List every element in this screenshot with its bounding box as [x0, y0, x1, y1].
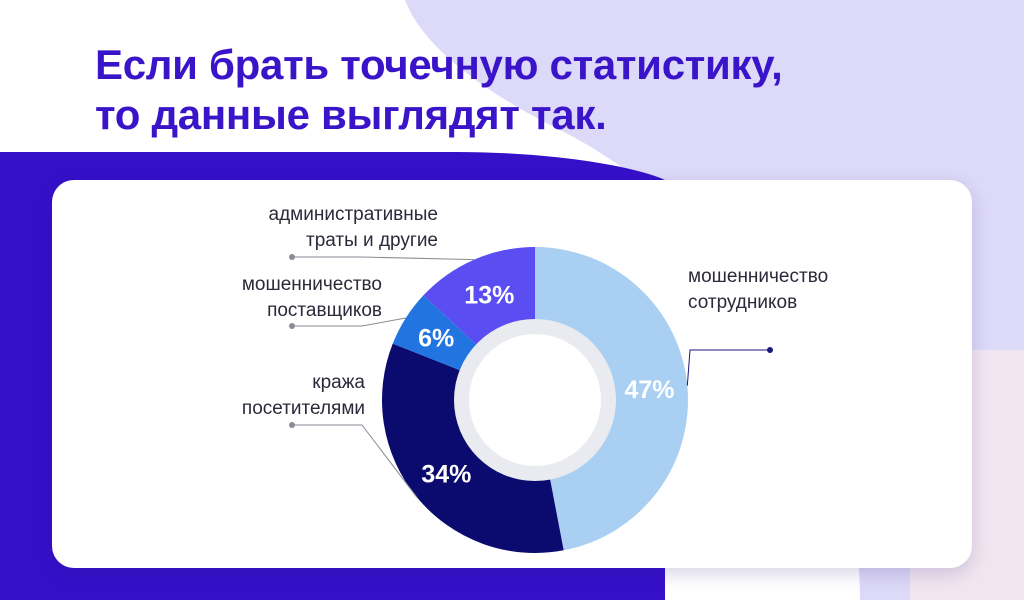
category-callouts: мошенничество сотрудников кража посетителям…: [242, 204, 828, 498]
slice-value-labels: 47% 34% 6% 13%: [418, 281, 674, 488]
donut-hole: [469, 334, 601, 466]
leader-dot-visitor-theft: [289, 422, 295, 428]
leader-line-employee-fraud: [686, 349, 770, 386]
slice-visitor-theft-value-label: 34%: [421, 460, 471, 488]
leader-dot-admin-other: [289, 254, 295, 260]
slice-employee-fraud: [535, 247, 689, 551]
leader-line-visitor-theft: [292, 424, 418, 498]
donut-slices: [381, 247, 689, 553]
page-title: Если брать точечную статистику, то данны…: [95, 40, 783, 140]
category-label-supplier-fraud: мошенничество поставщиков: [242, 274, 382, 321]
slice-employee-fraud-value-label: 47%: [624, 376, 674, 404]
slice-admin-other-value-label: 13%: [464, 281, 514, 309]
page-title-line-2: то данные выглядят так.: [95, 91, 607, 138]
leader-line-admin-other: [292, 256, 475, 261]
category-label-admin-other: административные траты и другие: [269, 204, 438, 251]
leader-line-supplier-fraud: [292, 317, 406, 327]
leader-dot-supplier-fraud: [289, 323, 295, 329]
category-label-visitor-theft: кража посетителями: [242, 372, 366, 419]
category-label-employee-fraud: мошенничество сотрудников: [688, 266, 828, 313]
slice-supplier-fraud: [392, 295, 479, 372]
slice-admin-other: [423, 247, 535, 347]
leader-dot-employee-fraud: [767, 347, 773, 353]
slice-supplier-fraud-value-label: 6%: [418, 324, 454, 352]
page-title-line-1: Если брать точечную статистику,: [95, 41, 783, 88]
